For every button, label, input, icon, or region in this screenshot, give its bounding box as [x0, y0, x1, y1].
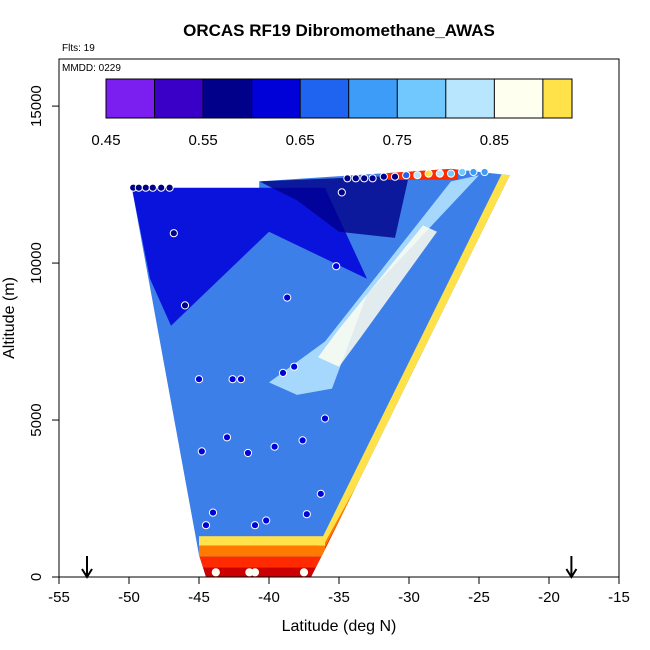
- y-tick-label: 0: [28, 573, 45, 581]
- surface-band-yellow: [199, 536, 325, 546]
- down-arrow-icon: [81, 568, 93, 579]
- sample-point: [402, 171, 411, 180]
- x-tick-label: -20: [538, 589, 560, 606]
- sample-point: [262, 516, 271, 525]
- colorbar-swatch: [106, 79, 155, 118]
- sample-point: [458, 167, 467, 177]
- sample-point: [228, 375, 237, 384]
- sample-point: [148, 183, 157, 192]
- colorbar-swatch: [348, 79, 398, 118]
- high-dark-band: [131, 187, 367, 326]
- sample-point: [283, 293, 292, 302]
- arrow-markers: [81, 556, 578, 579]
- sample-point: [197, 447, 206, 456]
- sample-point: [435, 169, 444, 178]
- x-tick-label: -35: [328, 589, 350, 606]
- x-tick-label: -45: [188, 589, 210, 606]
- sample-point: [413, 171, 422, 180]
- colorbar-swatch: [154, 79, 204, 118]
- pale-core: [318, 225, 437, 367]
- sample-point: [343, 174, 352, 183]
- colorbar-tick-label: 0.55: [188, 132, 217, 149]
- sample-point: [250, 568, 260, 577]
- sample-point: [480, 167, 489, 177]
- sample-point: [316, 489, 325, 498]
- sample-point: [278, 368, 288, 377]
- flights-annotation: Flts: 19: [62, 43, 95, 54]
- x-axis: -55 -50 -45 -40 -35 -30 -25 -20 -15: [48, 577, 630, 606]
- sample-point: [201, 521, 211, 530]
- surface-band-darkred: [199, 567, 325, 577]
- sample-point: [368, 174, 377, 183]
- colorbar-swatch: [397, 79, 446, 118]
- colorbar-swatch: [445, 79, 495, 118]
- top-warm-band: [388, 168, 458, 180]
- sample-point: [157, 183, 166, 192]
- sample-point: [134, 183, 143, 192]
- sample-point: [290, 362, 299, 371]
- sample-point: [141, 183, 150, 192]
- sample-point: [250, 521, 260, 530]
- x-tick-label: -55: [48, 589, 70, 606]
- date-annotation: MMDD: 0229: [62, 63, 121, 74]
- sample-point: [222, 433, 232, 442]
- y-axis: 0 5000 10000 15000: [28, 85, 59, 581]
- sample-point: [169, 229, 178, 238]
- y-tick-label: 15000: [28, 85, 45, 127]
- colorbar-swatch: [300, 79, 349, 118]
- chart-title: ORCAS RF19 Dibromomethane_AWAS: [183, 21, 495, 40]
- colorbar-tick-label: 0.45: [91, 132, 120, 149]
- sample-point: [208, 508, 218, 517]
- sample-point: [379, 172, 388, 181]
- upper-dark-core: [259, 175, 409, 238]
- colorbar-frame: [105, 78, 573, 119]
- sample-point: [360, 174, 369, 183]
- x-tick-label: -50: [118, 589, 140, 606]
- sample-point: [180, 301, 190, 310]
- colorbar-tick-label: 0.65: [286, 132, 315, 149]
- surface-band-orange: [199, 545, 325, 557]
- x-tick-label: -40: [258, 589, 280, 606]
- y-axis-label: Altitude (m): [1, 277, 18, 359]
- heatmap-field: [131, 168, 510, 577]
- sample-point: [390, 172, 400, 181]
- sample-point: [320, 414, 330, 423]
- colorbar-tick-label: 0.85: [480, 132, 509, 149]
- colorbar: 0.45 0.55 0.65 0.75 0.85: [91, 78, 573, 149]
- surface-band-red: [199, 556, 325, 568]
- x-tick-label: -15: [608, 589, 630, 606]
- y-tick-label: 5000: [28, 403, 45, 436]
- down-arrow-icon: [565, 568, 578, 579]
- colorbar-tick-label: 0.75: [383, 132, 412, 149]
- sample-point: [211, 568, 220, 577]
- sample-point: [270, 442, 279, 451]
- sample-point: [236, 375, 246, 384]
- sample-point: [298, 436, 307, 445]
- sample-point: [332, 262, 341, 271]
- colorbar-swatch: [203, 79, 252, 118]
- sample-point: [165, 183, 174, 192]
- colorbar-swatch: [542, 79, 572, 118]
- sample-point: [446, 169, 456, 178]
- sample-point: [194, 375, 204, 384]
- sample-point: [299, 568, 309, 577]
- sample-points: [129, 167, 489, 577]
- sample-point: [302, 510, 311, 519]
- x-axis-label: Latitude (deg N): [282, 618, 397, 635]
- y-tick-label: 10000: [28, 242, 45, 284]
- x-tick-label: -25: [468, 589, 490, 606]
- x-tick-label: -30: [398, 589, 420, 606]
- sample-point: [351, 174, 360, 183]
- sample-point: [469, 167, 478, 177]
- colorbar-swatch: [494, 79, 543, 118]
- sample-point: [337, 188, 346, 197]
- colorbar-swatch: [251, 79, 301, 118]
- sample-point: [243, 448, 253, 458]
- sample-point: [424, 169, 433, 178]
